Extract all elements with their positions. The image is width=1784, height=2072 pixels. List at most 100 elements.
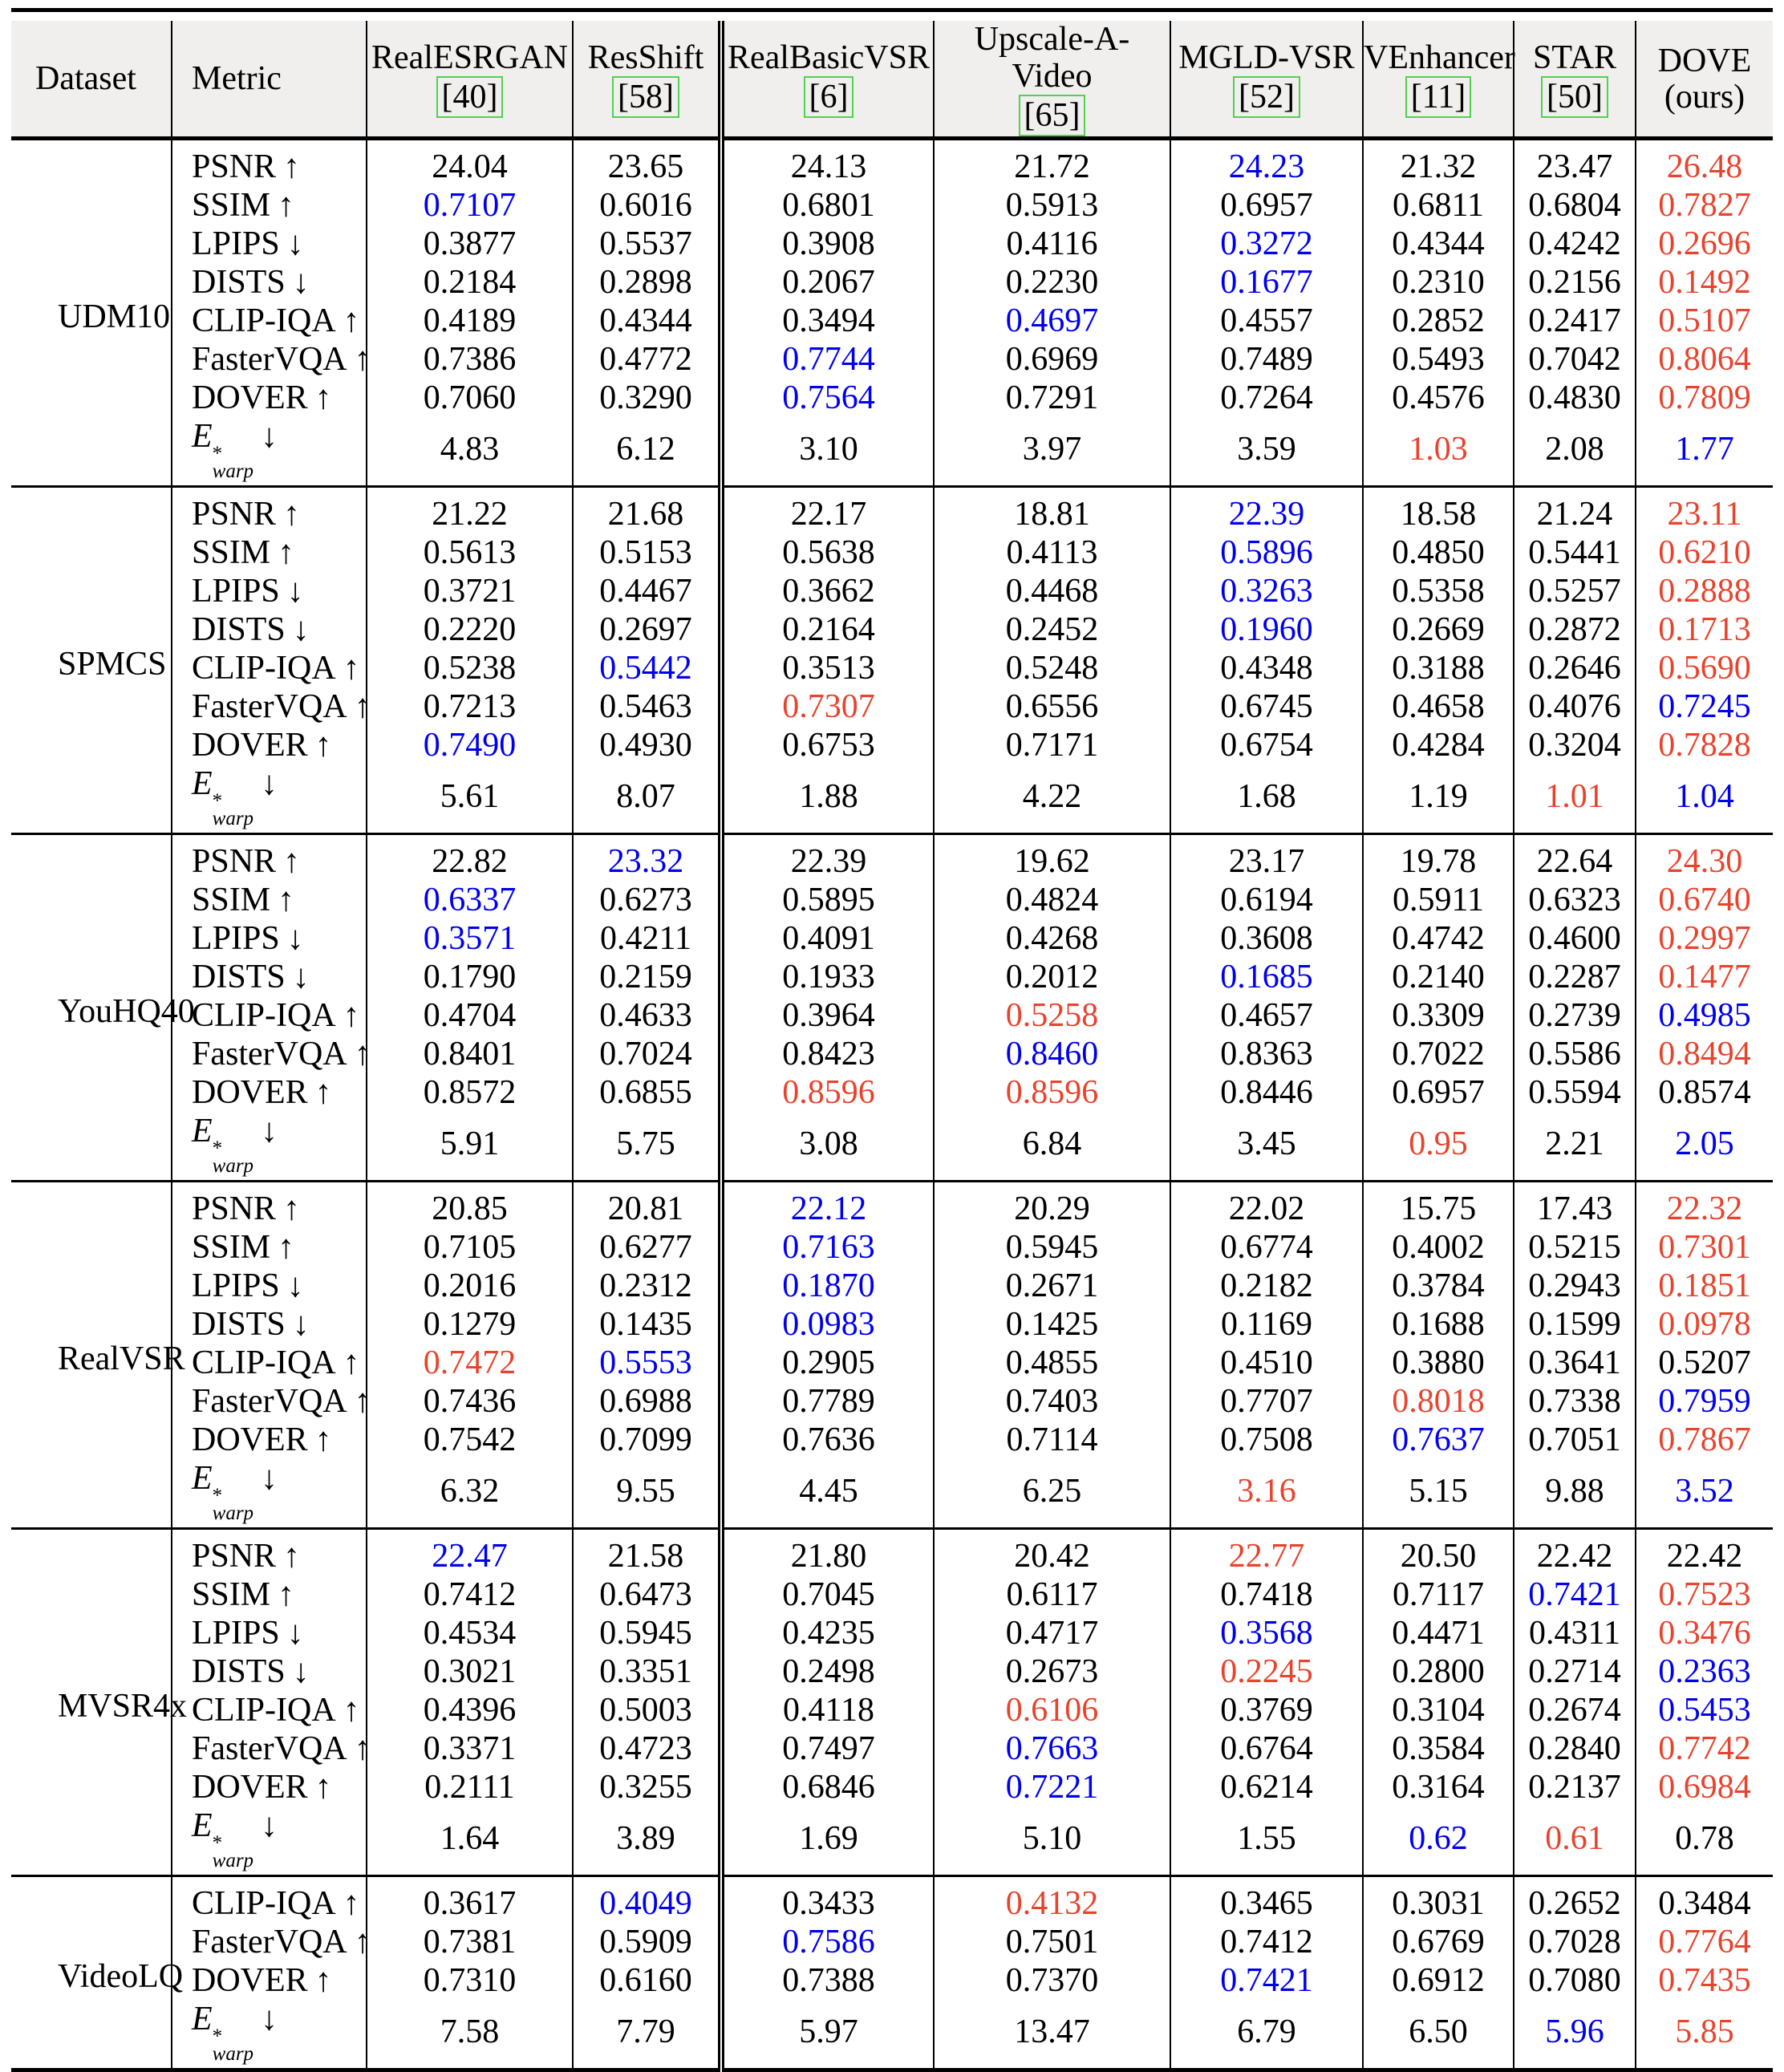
citation-link[interactable]: [11] bbox=[1405, 76, 1472, 119]
value-cell: 0.1677 bbox=[1170, 263, 1364, 302]
value-cell: 0.2673 bbox=[934, 1652, 1171, 1692]
value-cell: 1.68 bbox=[1170, 764, 1364, 834]
value-cell: 3.52 bbox=[1675, 1472, 1734, 1510]
up-arrow-icon: ↑ bbox=[343, 1885, 360, 1923]
citation-link[interactable]: [65] bbox=[1018, 95, 1086, 137]
value-cell: 2.05 bbox=[1675, 1125, 1734, 1162]
value-cell: 6.25 bbox=[934, 1459, 1171, 1529]
value-cell: 0.4344 bbox=[1363, 225, 1514, 264]
value-cell: 0.2182 bbox=[1170, 1267, 1364, 1306]
up-arrow-icon: ↑ bbox=[283, 843, 301, 881]
value-cell: 0.5945 bbox=[934, 1228, 1171, 1267]
table-row: E * warp ↓ 4.83 6.12 3.10 3.97 3.59 1.03 2.08 1.77 bbox=[11, 417, 1773, 487]
value-cell: 0.3608 bbox=[1170, 919, 1364, 959]
table-row: LPIPS ↓ 0.3877 0.5537 0.3908 0.4116 0.3272 0.43… bbox=[11, 225, 1773, 264]
value-cell: 0.4772 bbox=[573, 340, 724, 379]
up-arrow-icon: ↑ bbox=[314, 379, 332, 417]
value-cell: 0.6556 bbox=[934, 687, 1171, 727]
metric-label: DOVER ↑ bbox=[172, 726, 367, 765]
value-cell: 0.8494 bbox=[1658, 1036, 1751, 1073]
table-row: DOVER ↑ 0.7060 0.3290 0.7564 0.7291 0.7264 0.45… bbox=[11, 379, 1773, 418]
value-cell: 7.58 bbox=[367, 2000, 574, 2070]
value-cell: 0.3617 bbox=[367, 1875, 574, 1924]
value-cell: 0.3584 bbox=[1363, 1729, 1514, 1769]
value-cell: 0.6016 bbox=[573, 186, 724, 225]
value-cell: 0.7403 bbox=[934, 1382, 1171, 1421]
value-cell: 0.4742 bbox=[1363, 919, 1514, 959]
value-cell: 0.3272 bbox=[1170, 225, 1364, 264]
value-cell: 0.7264 bbox=[1170, 379, 1364, 418]
value-cell: 4.83 bbox=[367, 417, 574, 487]
value-cell: 0.7213 bbox=[367, 687, 574, 727]
value-cell: 0.2016 bbox=[367, 1267, 574, 1306]
citation-link[interactable]: [6] bbox=[803, 76, 854, 119]
value-cell: 0.62 bbox=[1363, 1806, 1514, 1876]
up-arrow-icon: ↑ bbox=[354, 1924, 371, 1961]
metric-label: LPIPS ↓ bbox=[172, 225, 367, 264]
up-arrow-icon: ↑ bbox=[354, 1036, 371, 1073]
table-row: DOVER ↑ 0.7490 0.4930 0.6753 0.7171 0.6754 0.42… bbox=[11, 726, 1773, 765]
method-name: ResShift bbox=[587, 39, 704, 76]
value-cell: 0.4697 bbox=[934, 302, 1171, 341]
value-cell: 1.77 bbox=[1675, 430, 1734, 468]
value-cell: 0.2184 bbox=[367, 263, 574, 302]
value-cell: 1.64 bbox=[367, 1806, 574, 1876]
value-cell: 0.6337 bbox=[367, 881, 574, 920]
ewarp-supsub: * warp bbox=[213, 1138, 253, 1176]
value-cell: 0.5453 bbox=[1658, 1692, 1751, 1729]
value-cell: 6.79 bbox=[1170, 2000, 1364, 2070]
up-arrow-icon: ↑ bbox=[283, 1190, 301, 1228]
value-cell: 0.5895 bbox=[721, 881, 935, 920]
value-cell: 0.5248 bbox=[934, 649, 1171, 688]
value-cell: 0.61 bbox=[1514, 1806, 1636, 1876]
value-cell: 0.2452 bbox=[934, 610, 1171, 650]
value-cell: 0.5638 bbox=[721, 533, 935, 573]
metric-label: SSIM ↑ bbox=[172, 881, 367, 920]
value-cell: 24.30 bbox=[1666, 843, 1743, 881]
dataset-label: MVSR4x bbox=[11, 1528, 187, 1876]
table-row: LPIPS ↓ 0.3571 0.4211 0.4091 0.4268 0.3608 0.47… bbox=[11, 919, 1773, 959]
ewarp-sup: * bbox=[212, 1832, 223, 1855]
ewarp-sub: warp bbox=[212, 2043, 254, 2066]
value-cell: 1.69 bbox=[721, 1806, 935, 1876]
column-header-star: STAR [50] bbox=[1514, 21, 1636, 141]
down-arrow-icon: ↓ bbox=[292, 611, 310, 649]
value-cell: 9.55 bbox=[573, 1459, 724, 1529]
citation-link[interactable]: [40] bbox=[436, 76, 504, 119]
up-arrow-icon: ↑ bbox=[314, 727, 332, 764]
metric-label: FasterVQA ↑ bbox=[172, 1923, 371, 1962]
value-cell: 0.6969 bbox=[934, 340, 1171, 379]
value-cell: 0.7117 bbox=[1363, 1575, 1514, 1615]
value-cell: 23.32 bbox=[573, 833, 724, 882]
value-cell: 22.32 bbox=[1666, 1190, 1743, 1228]
metric-label: SSIM ↑ bbox=[172, 533, 367, 573]
header-row: Dataset Metric RealESRGAN [40] ResShift … bbox=[11, 21, 1773, 141]
value-cell: 0.5537 bbox=[573, 225, 724, 264]
citation-link[interactable]: [52] bbox=[1233, 76, 1300, 119]
value-cell: 0.2067 bbox=[721, 263, 935, 302]
metric-label: LPIPS ↓ bbox=[172, 919, 367, 959]
value-cell: 0.4830 bbox=[1514, 379, 1636, 418]
value-cell: 0.2905 bbox=[721, 1344, 935, 1383]
table-row: LPIPS ↓ 0.2016 0.2312 0.1870 0.2671 0.2182 0.37… bbox=[11, 1267, 1773, 1306]
value-cell: 0.1492 bbox=[1658, 264, 1751, 302]
value-cell: 0.3877 bbox=[367, 225, 574, 264]
value-cell: 0.3476 bbox=[1658, 1615, 1751, 1652]
metric-label: LPIPS ↓ bbox=[172, 1614, 367, 1653]
up-arrow-icon: ↑ bbox=[354, 688, 371, 726]
up-arrow-icon: ↑ bbox=[278, 534, 295, 572]
value-cell: 0.4657 bbox=[1170, 996, 1364, 1036]
down-arrow-icon: ↓ bbox=[261, 2001, 278, 2038]
citation-link[interactable]: [50] bbox=[1541, 76, 1608, 119]
value-cell: 0.4132 bbox=[934, 1875, 1171, 1924]
dataset-label: UDM10 bbox=[11, 138, 172, 487]
value-cell: 6.32 bbox=[367, 1459, 574, 1529]
citation-link[interactable]: [58] bbox=[612, 76, 679, 119]
value-cell: 0.3188 bbox=[1363, 649, 1514, 688]
metric-label: CLIP-IQA ↑ bbox=[172, 649, 367, 688]
section-videolq: VideoLQ CLIP-IQA ↑ 0.3617 0.4049 0.3433 0.4132… bbox=[11, 1875, 1773, 2070]
value-cell: 0.7744 bbox=[721, 340, 935, 379]
table-row: FasterVQA ↑ 0.7386 0.4772 0.7744 0.6969 0.7489… bbox=[11, 340, 1773, 379]
metric-label: SSIM ↑ bbox=[172, 1575, 367, 1615]
value-cell: 0.7060 bbox=[367, 379, 574, 418]
